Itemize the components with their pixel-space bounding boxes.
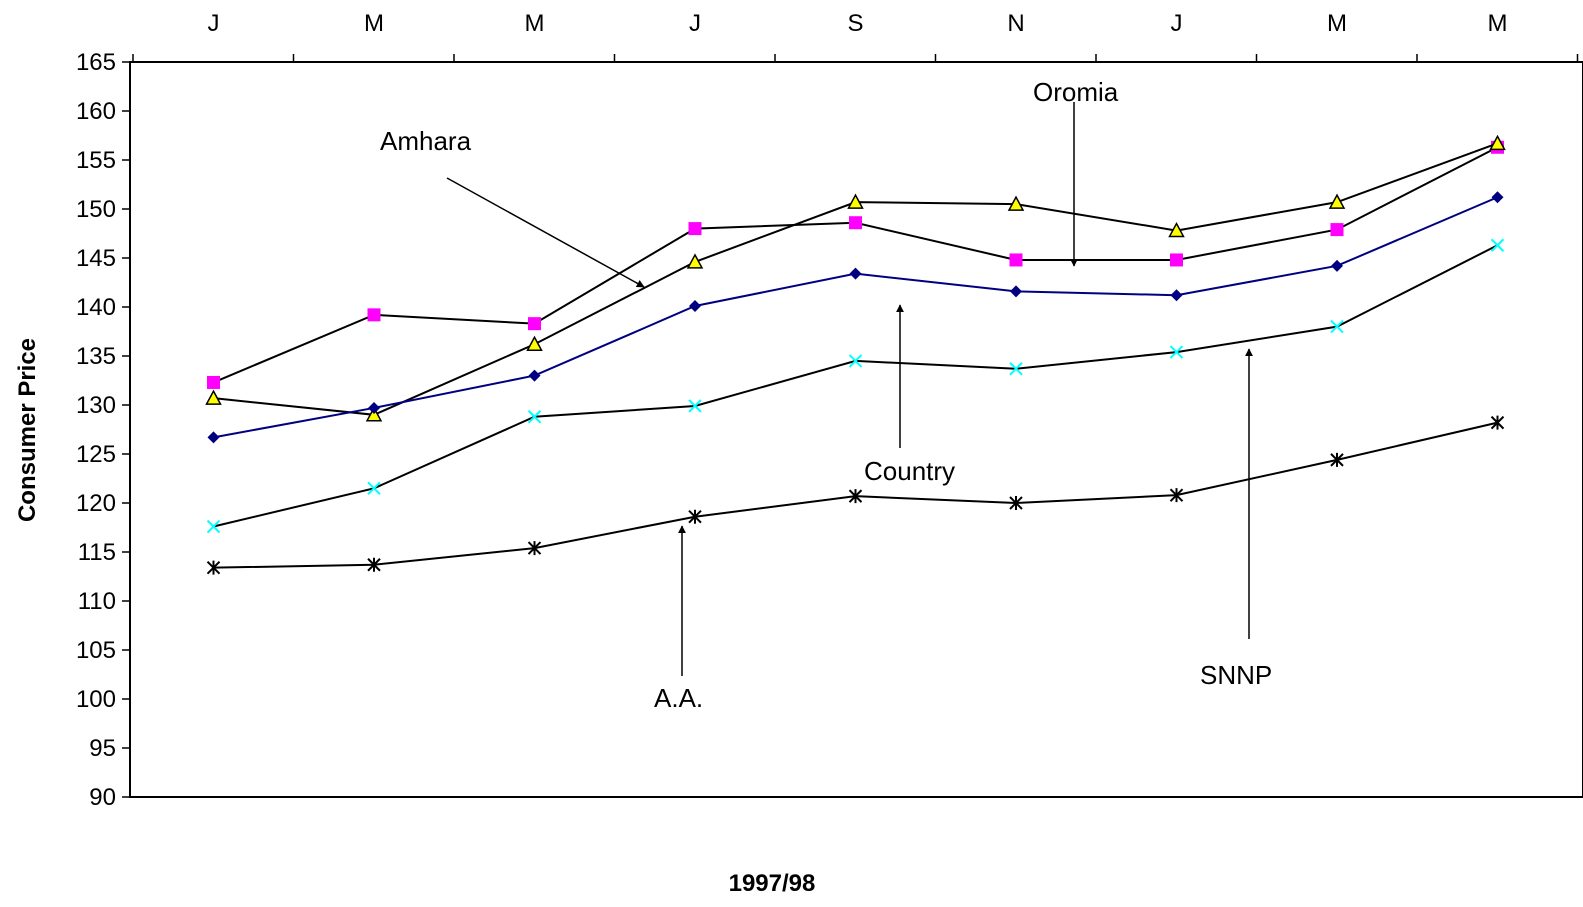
y-tick-label: 165 [76,49,116,76]
data-point-aa [688,509,702,524]
data-point-country [1010,285,1022,298]
data-point-snnp [206,519,221,534]
annotation-country: Country [864,456,955,486]
annotation-amhara: Amhara [380,126,472,156]
data-point-amhara [367,308,381,322]
series-aa [206,415,1505,575]
y-tick-label: 150 [76,196,116,223]
series-oromia [205,134,1506,422]
x-tick-label: N [1007,10,1024,37]
data-point-snnp [1009,362,1023,376]
y-tick-label: 125 [76,441,116,468]
series-layer [205,134,1506,575]
y-tick-label: 130 [76,392,116,419]
x-tick-label: M [1488,10,1508,37]
data-point-oromia [1489,134,1506,151]
y-tick-label: 110 [78,588,116,615]
data-point-oromia [1168,221,1185,238]
data-point-amhara [1170,253,1183,267]
x-axis-title: 1997/98 [729,870,816,897]
data-point-oromia [1007,195,1025,211]
x-tick-label: M [364,10,384,37]
data-point-amhara [688,222,702,236]
annotation-arrow-amhara [446,177,645,288]
series-snnp [206,238,1505,534]
annotations: Amhara Oromia Country SNNP A.A. [380,77,1272,713]
series-country [207,191,1504,444]
data-point-snnp [1490,238,1505,252]
data-point-snnp [367,481,381,496]
y-tick-label: 100 [76,686,116,713]
data-point-snnp [527,410,542,424]
data-point-snnp [848,354,863,368]
y-tick-label: 140 [76,294,116,321]
data-point-aa [1009,496,1023,510]
y-tick-label: 90 [89,784,116,811]
annotation-aa: A.A. [654,683,703,713]
series-line-amhara [213,146,1498,384]
data-point-country [207,431,220,444]
data-point-aa [1169,488,1184,503]
x-tick-label: J [1171,10,1183,37]
annotation-snnp: SNNP [1200,660,1272,690]
data-point-aa [848,489,863,504]
data-point-amhara [207,375,220,389]
data-point-oromia [526,335,543,351]
data-point-country [849,267,862,280]
x-tick-label: M [1327,10,1347,37]
y-tick-label: 105 [76,637,116,664]
x-tick-label: M [525,10,545,37]
data-point-snnp [1330,319,1344,334]
data-point-country [1170,289,1183,302]
data-point-country [528,369,541,382]
annotation-oromia: Oromia [1033,77,1119,107]
data-point-aa [1330,452,1344,467]
y-axis-title: Consumer Price [14,338,41,522]
data-point-amhara [1009,253,1023,267]
data-point-oromia [1328,193,1346,209]
data-point-aa [206,560,221,575]
data-point-oromia [686,253,704,269]
x-tick-label: S [847,10,863,37]
data-point-oromia [205,389,222,405]
data-point-amhara [849,216,862,230]
data-point-country [1331,259,1343,272]
data-point-oromia [847,193,864,209]
data-point-country [1491,191,1504,204]
data-point-country [689,300,701,313]
y-tick-label: 95 [89,735,116,762]
series-amhara [207,140,1504,389]
data-point-aa [527,541,542,556]
plot-area [129,61,1583,798]
data-point-country [368,401,380,414]
y-tick-label: 135 [76,343,116,370]
y-tick-label: 160 [76,98,116,125]
y-tick-label: 115 [78,539,116,566]
data-point-amhara [528,317,541,331]
data-point-aa [367,557,381,572]
y-axis: 90 95 100 105 110 115 120 125 130 135 140 145 150 155… [76,49,130,811]
data-point-aa [1490,415,1505,430]
data-point-oromia [365,406,383,422]
y-tick-label: 145 [76,245,116,272]
data-point-snnp [688,399,702,413]
data-point-snnp [1169,345,1184,359]
x-tick-label: J [689,10,701,37]
data-point-amhara [1330,223,1344,237]
x-tick-label: J [208,10,220,37]
y-tick-label: 155 [76,147,116,174]
y-tick-label: 120 [76,490,116,517]
series-line-snnp [213,244,1498,528]
